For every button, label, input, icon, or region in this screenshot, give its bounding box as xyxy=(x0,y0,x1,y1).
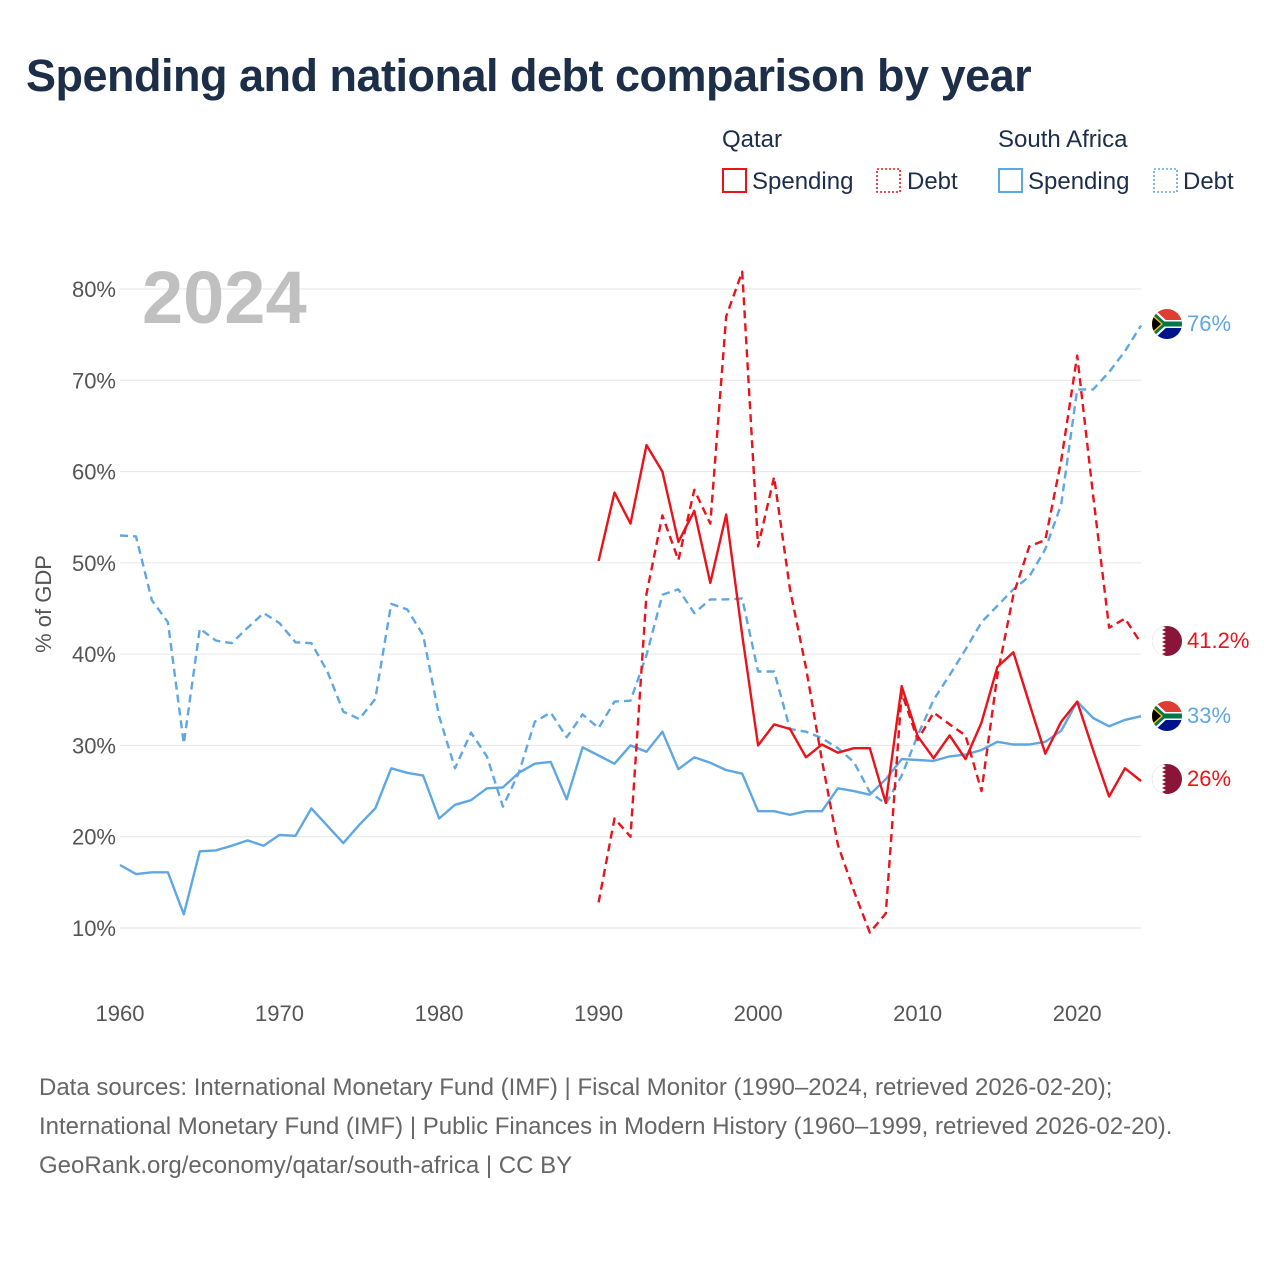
legend[interactable]: Qatar Spending Debt South Africa Spendin… xyxy=(722,126,1234,195)
legend-label-qatar-spending[interactable]: Spending xyxy=(752,168,853,195)
legend-swatch-qatar-debt[interactable] xyxy=(876,168,901,193)
y-tick-label: 30% xyxy=(72,733,116,758)
x-tick-label: 1990 xyxy=(574,1001,623,1026)
series-lines xyxy=(119,270,1143,934)
series-line-south-africa-spending[interactable] xyxy=(119,700,1142,916)
south-africa-flag-icon xyxy=(1152,701,1182,731)
x-tick-label: 2020 xyxy=(1053,1001,1102,1026)
chart-title: Spending and national debt comparison by… xyxy=(26,50,1032,101)
y-tick-label: 10% xyxy=(72,916,116,941)
y-tick-label: 20% xyxy=(72,825,116,850)
qatar-flag-icon xyxy=(1152,764,1182,794)
legend-label-sa-debt[interactable]: Debt xyxy=(1183,168,1234,195)
series-line-south-africa-debt[interactable] xyxy=(119,324,1143,808)
qatar-flag-icon xyxy=(1152,626,1182,656)
end-label-qatar-spending: 26% xyxy=(1187,766,1231,791)
legend-group-south-africa: South Africa xyxy=(998,126,1128,153)
legend-swatch-qatar-spending[interactable] xyxy=(722,168,747,193)
gridlines xyxy=(120,288,1141,929)
chart-canvas: Qatar Spending Debt South Africa Spendin… xyxy=(31,126,1249,1026)
legend-group-qatar: Qatar xyxy=(722,126,782,153)
y-tick-label: 70% xyxy=(72,368,116,393)
x-tick-label: 1960 xyxy=(96,1001,145,1026)
x-tick-label: 2000 xyxy=(734,1001,783,1026)
end-label-sa-debt: 76% xyxy=(1187,311,1231,336)
x-tick-label: 1970 xyxy=(255,1001,304,1026)
legend-swatch-sa-spending[interactable] xyxy=(998,168,1023,193)
south-africa-flag-icon xyxy=(1152,309,1182,339)
credit-link[interactable]: GeoRank.org/economy/qatar/south-africa |… xyxy=(39,1152,573,1179)
y-axis-label: % of GDP xyxy=(31,555,56,653)
series-line-qatar-debt[interactable] xyxy=(597,270,1143,934)
end-label-qatar-debt: 41.2% xyxy=(1187,628,1249,653)
x-tick-label: 2010 xyxy=(893,1001,942,1026)
y-tick-label: 80% xyxy=(72,277,116,302)
footer: Data sources: International Monetary Fun… xyxy=(39,1068,1249,1185)
x-axis-ticks: 1960 1970 1980 1990 2000 2010 2020 xyxy=(96,1001,1102,1026)
y-tick-label: 60% xyxy=(72,460,116,485)
end-label-sa-spending: 33% xyxy=(1187,703,1231,728)
x-tick-label: 1980 xyxy=(415,1001,464,1026)
data-sources: Data sources: International Monetary Fun… xyxy=(39,1074,1173,1140)
legend-label-qatar-debt[interactable]: Debt xyxy=(907,168,958,195)
y-axis-ticks: 10% 20% 30% 40% 50% 60% 70% 80% xyxy=(72,277,116,941)
series-line-qatar-spending[interactable] xyxy=(597,443,1142,805)
year-label: 2024 xyxy=(142,256,307,339)
y-tick-label: 50% xyxy=(72,551,116,576)
legend-label-sa-spending[interactable]: Spending xyxy=(1028,168,1129,195)
legend-swatch-sa-debt[interactable] xyxy=(1153,168,1178,193)
y-tick-label: 40% xyxy=(72,642,116,667)
